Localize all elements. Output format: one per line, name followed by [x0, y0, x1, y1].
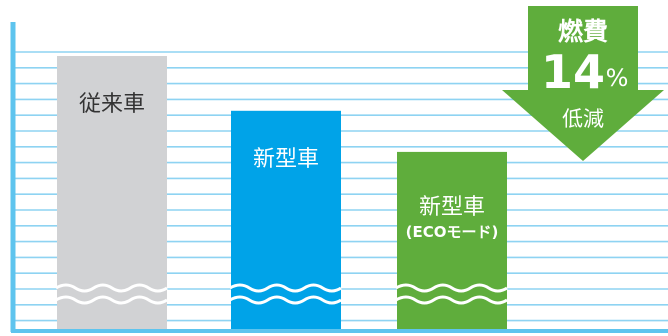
callout-line2: 低減: [562, 107, 604, 131]
axis-break-wave: [55, 295, 168, 305]
bar-2: [231, 110, 341, 330]
bar-1: [57, 56, 167, 330]
bar-3: [397, 151, 507, 330]
axis-break-wave: [229, 283, 342, 293]
bars-group: [57, 56, 507, 330]
callout-unit: %: [606, 64, 629, 92]
fuel-reduction-callout: 燃費 14 % 低減: [502, 6, 664, 161]
axis-break-marks: [55, 283, 508, 305]
axis-break-wave: [395, 295, 508, 305]
axis-break-wave: [55, 283, 168, 293]
category-label-2: 新型車: [253, 147, 319, 172]
category-label-3: 新型車: [419, 195, 485, 220]
category-label-1: 従来車: [79, 92, 145, 117]
callout-number: 14: [541, 45, 605, 99]
callout-line1: 燃費: [558, 17, 608, 46]
axis-break-wave: [395, 283, 508, 293]
category-note-3: (ECOモード): [406, 223, 499, 241]
down-arrow-icon: [502, 6, 664, 161]
axis-break-wave: [229, 295, 342, 305]
